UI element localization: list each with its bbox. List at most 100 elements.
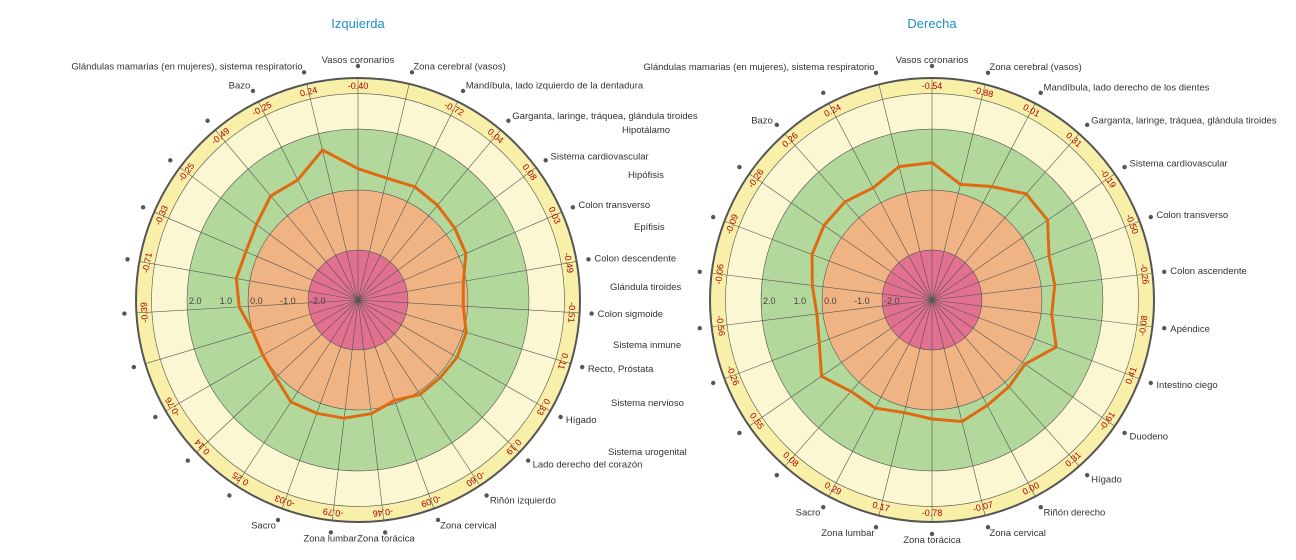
axis-marker-dot — [1038, 504, 1043, 510]
spoke — [357, 83, 410, 301]
radar-chart-derecha: Derecha Vasos coronarios -0.54 Zona cerebr… — [643, 16, 1276, 546]
spoke — [357, 299, 580, 314]
axis-marker-dot — [355, 63, 361, 69]
spoke — [281, 299, 359, 509]
axis-label-glandulas-mamarias-en-mujeres-sistema-respiratorio: Glándulas mamarias (en mujeres), sistema… — [71, 61, 302, 72]
axis-label-sacro: Sacro — [796, 508, 821, 519]
axis-marker-dot — [579, 364, 585, 370]
axis-label-sistema-cardiovascular: Sistema cardiovascular — [551, 152, 649, 163]
axis-label-higado: Hígado — [1091, 475, 1122, 486]
spoke — [784, 299, 933, 467]
axis-label-recto-prostata: Recto, Próstata — [588, 364, 654, 375]
axis-marker-dot — [1084, 122, 1090, 128]
axis-marker-dot — [140, 205, 146, 210]
data-value-label: -0.51 — [566, 302, 577, 323]
axis-marker-dot — [168, 158, 173, 163]
spoke — [931, 103, 1036, 301]
axis-marker-dot — [543, 158, 548, 163]
axis-label-zona-cervical: Zona cervical — [989, 528, 1046, 539]
spoke — [931, 299, 986, 516]
data-value-label: 0.11 — [556, 352, 570, 371]
axis-label-zona-toracica: Zona torácica — [903, 535, 961, 546]
data-value-label: -0.26 — [1138, 263, 1150, 285]
spoke — [306, 83, 359, 301]
axis-marker-dot — [301, 70, 307, 75]
data-value-label: -0.88 — [972, 85, 994, 100]
spoke — [357, 299, 520, 453]
spoke — [331, 299, 359, 521]
spoke — [931, 299, 1080, 467]
spoke — [258, 101, 359, 301]
spoke — [931, 173, 1115, 301]
series-line — [234, 148, 468, 420]
spoke — [357, 299, 385, 521]
radial-tick-label: -1.0 — [854, 296, 870, 306]
axis-label-lado-derecho-del-corazon: Lado derecho del corazón — [533, 460, 643, 471]
data-value-label: -0.06 — [713, 263, 725, 285]
axis-label-colon-ascendente: Colon ascendente — [1170, 266, 1247, 277]
data-value-label: -0.56 — [714, 315, 726, 337]
spoke — [357, 299, 551, 412]
spoke — [215, 129, 359, 301]
axis-label-colon-sigmoide: Colon sigmoide — [598, 309, 663, 320]
axis-label-apendice: Apéndice — [1170, 324, 1210, 335]
axis-marker-dot — [737, 164, 742, 170]
spoke — [878, 84, 933, 301]
axis-marker-dot — [711, 214, 716, 220]
spoke — [878, 299, 933, 516]
spoke — [931, 299, 1115, 427]
data-value-label: 0.24 — [299, 85, 318, 99]
spoke — [931, 299, 1153, 328]
spoke — [154, 211, 359, 301]
spoke — [357, 129, 501, 301]
axis-marker-dot — [711, 380, 716, 386]
axis-label-zona-cervical: Zona cervical — [440, 521, 497, 532]
axis-marker-dot — [929, 531, 935, 537]
spoke — [357, 299, 481, 486]
radial-tick-label: 0.0 — [250, 296, 263, 306]
axis-marker-dot — [929, 63, 935, 69]
spoke — [139, 261, 359, 301]
axis-marker-dot — [409, 70, 415, 75]
axis-marker-dot — [1162, 269, 1167, 274]
axis-label-garganta-laringe-traquea-glandula-tiroides: Garganta, laringe, tráquea, glándula tir… — [512, 111, 698, 122]
axis-label-duodeno: Duodeno — [1130, 431, 1169, 442]
axis-label-sistema-cardiovascular: Sistema cardiovascular — [1130, 159, 1228, 170]
axis-label-mandibula-lado-derecho-de-los-dientes: Mandíbula, lado derecho de los dientes — [1044, 82, 1210, 93]
chart-title-izquierda: Izquierda — [331, 16, 385, 31]
axis-marker-dot — [131, 364, 137, 370]
axis-marker-dot — [1122, 430, 1127, 436]
axis-marker-dot — [153, 414, 158, 420]
axis-marker-dot — [774, 472, 780, 478]
axis-label-zona-cerebral-vasos: Zona cerebral (vasos) — [413, 61, 505, 72]
spoke — [724, 220, 933, 301]
axis-marker-dot — [589, 311, 594, 316]
series-line — [810, 161, 1058, 423]
data-value-label: -0.54 — [922, 81, 943, 91]
axis-marker-dot — [586, 257, 591, 262]
axis-label-colon-transverso: Colon transverso — [1156, 210, 1228, 221]
spoke — [357, 167, 537, 301]
spoke — [136, 299, 359, 314]
data-value-label: -0.08 — [1137, 315, 1149, 337]
axis-marker-dot — [821, 90, 826, 96]
axis-marker-dot — [460, 88, 466, 94]
spoke — [711, 299, 933, 328]
axis-marker-dot — [737, 430, 742, 436]
axis-marker-dot — [185, 458, 190, 463]
axis-label-vasos-coronarios: Vasos coronarios — [896, 55, 969, 66]
spoke — [828, 103, 933, 301]
axis-marker-dot — [227, 493, 232, 498]
spoke — [931, 272, 1153, 301]
axis-label-mandibula-lado-izquierdo-de-la-dentadura: Mandíbula, lado izquierdo de la dentadur… — [466, 81, 644, 92]
chart-title-derecha: Derecha — [907, 16, 957, 31]
axis-label-zona-lumbar: Zona lumbar — [821, 528, 874, 539]
data-value-label: -0.39 — [139, 302, 150, 323]
data-value-label: -0.78 — [922, 508, 943, 518]
axis-marker-dot — [484, 493, 489, 498]
spoke — [196, 299, 359, 453]
axis-label-garganta-laringe-traquea-glandula-tiroides: Garganta, laringe, tráquea, glándula tir… — [1091, 115, 1277, 126]
spoke — [749, 299, 933, 427]
axis-label-zona-toracica: Zona torácica — [357, 533, 415, 544]
